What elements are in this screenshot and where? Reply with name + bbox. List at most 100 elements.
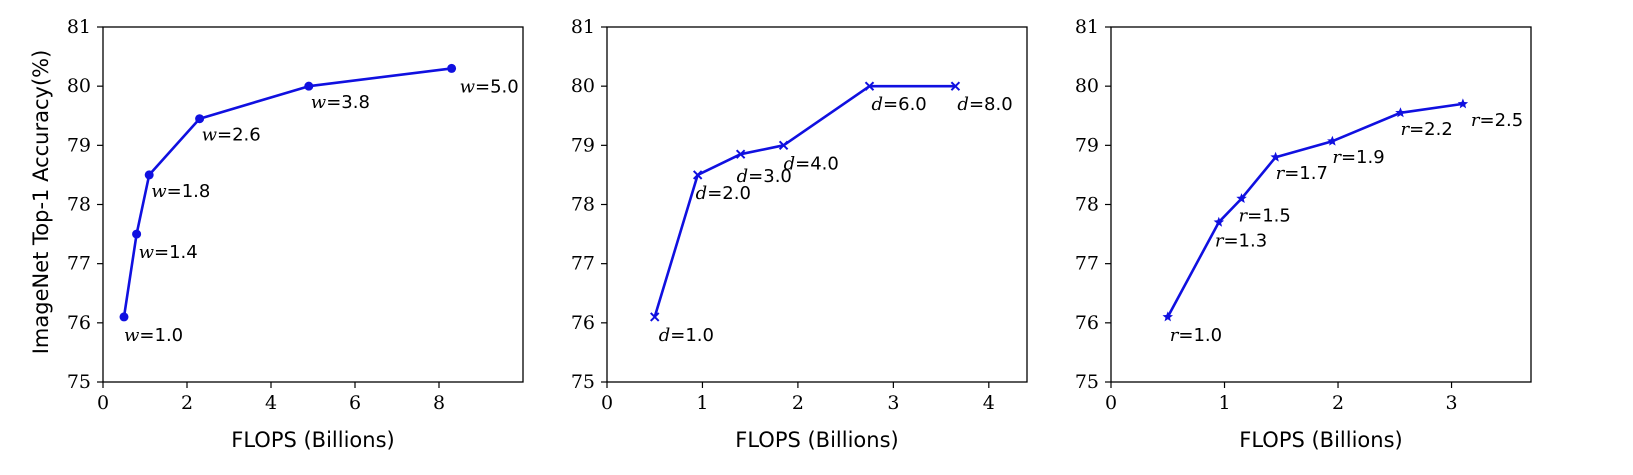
x-axis-title: FLOPS (Billions) — [735, 428, 898, 452]
point-label-value: =1.3 — [1223, 230, 1267, 251]
x-tick-label: 1 — [1218, 392, 1230, 414]
x-tick-label: 2 — [792, 392, 804, 414]
x-tick-label: 4 — [983, 392, 995, 414]
point-label-variable: w — [139, 242, 155, 263]
data-point-label: w=2.6 — [202, 125, 261, 146]
point-label-variable: w — [151, 181, 167, 202]
data-point-label: d=3.0 — [737, 166, 792, 187]
y-tick-label: 75 — [1075, 371, 1099, 393]
y-tick-label: 80 — [571, 75, 595, 97]
data-point-marker — [650, 312, 660, 322]
data-point-marker — [1457, 98, 1469, 109]
x-tick-label: 6 — [349, 392, 361, 414]
point-label-variable: w — [202, 125, 218, 146]
data-point-marker — [692, 170, 703, 180]
x-tick-label: 0 — [97, 392, 109, 414]
y-tick-label: 78 — [1075, 194, 1099, 216]
point-label-variable: r — [1276, 163, 1286, 184]
y-tick-label: 81 — [1075, 16, 1099, 38]
data-point-marker — [132, 229, 142, 239]
data-point-label: r=1.7 — [1276, 163, 1328, 184]
data-point-marker — [144, 170, 154, 180]
series-line — [653, 84, 956, 318]
data-point-label: w=5.0 — [460, 76, 519, 97]
point-label-variable: d — [737, 166, 749, 187]
point-label-variable: r — [1215, 230, 1225, 251]
data-point-marker — [195, 114, 205, 124]
data-point-marker — [1213, 216, 1225, 227]
data-point-label: w=1.0 — [124, 325, 183, 346]
y-tick-label: 79 — [67, 134, 91, 156]
point-label-variable: r — [1239, 206, 1249, 227]
x-tick-label: 3 — [1445, 392, 1457, 414]
data-point-label: w=1.4 — [139, 242, 198, 263]
point-label-value: =1.7 — [1284, 163, 1328, 184]
data-point-marker — [1162, 311, 1173, 322]
point-label-variable: r — [1332, 147, 1342, 168]
point-label-value: =5.0 — [475, 76, 519, 97]
point-label-value: =3.8 — [326, 92, 370, 113]
y-tick-label: 76 — [571, 312, 595, 334]
y-tick-label: 81 — [67, 16, 91, 38]
y-tick-label: 77 — [67, 253, 91, 275]
y-tick-label: 79 — [571, 134, 595, 156]
x-tick-label: 8 — [433, 392, 445, 414]
data-point-marker — [950, 81, 961, 91]
y-tick-label: 76 — [67, 312, 91, 334]
y-tick-label: 76 — [1075, 312, 1099, 334]
point-label-variable: d — [872, 94, 884, 115]
data-point-marker — [1270, 151, 1281, 162]
x-tick-label: 0 — [1105, 392, 1117, 414]
point-label-value: =6.0 — [883, 94, 927, 115]
point-label-variable: w — [124, 325, 140, 346]
x-tick-label: 3 — [887, 392, 899, 414]
data-point-marker — [1395, 107, 1406, 118]
x-tick-label: 2 — [181, 392, 193, 414]
point-label-variable: d — [784, 153, 796, 174]
y-tick-label: 79 — [1075, 134, 1099, 156]
y-tick-label: 77 — [1075, 253, 1099, 275]
point-label-value: =1.4 — [154, 242, 198, 263]
data-point-label: r=2.5 — [1471, 110, 1523, 131]
point-label-value: =8.0 — [969, 94, 1013, 115]
point-label-variable: w — [460, 76, 476, 97]
x-tick-label: 2 — [1332, 392, 1344, 414]
point-label-variable: r — [1471, 110, 1481, 131]
point-label-value: =2.5 — [1480, 110, 1524, 131]
x-axis-title: FLOPS (Billions) — [231, 428, 394, 452]
point-label-variable: w — [311, 92, 327, 113]
y-tick-label: 80 — [67, 75, 91, 97]
data-point-label: r=1.5 — [1239, 206, 1291, 227]
data-point-marker — [447, 63, 457, 73]
point-label-value: =2.6 — [217, 125, 261, 146]
data-point-label: r=1.3 — [1215, 230, 1267, 251]
y-tick-label: 80 — [1075, 75, 1099, 97]
point-label-value: =1.5 — [1247, 206, 1291, 227]
x-tick-label: 1 — [696, 392, 708, 414]
data-point-label: w=3.8 — [311, 92, 370, 113]
data-point-label: w=1.8 — [151, 181, 210, 202]
y-tick-label: 81 — [571, 16, 595, 38]
point-label-value: =1.9 — [1341, 147, 1385, 168]
point-label-value: =3.0 — [748, 166, 792, 187]
point-label-value: =1.0 — [1178, 325, 1222, 346]
point-label-variable: r — [1400, 119, 1410, 140]
point-label-value: =4.0 — [795, 153, 839, 174]
point-label-variable: d — [659, 325, 671, 346]
data-point-marker — [778, 140, 789, 151]
data-point-label: r=2.2 — [1400, 119, 1452, 140]
data-point-marker — [864, 81, 875, 91]
data-point-label: d=4.0 — [784, 153, 839, 174]
data-point-label: d=1.0 — [659, 325, 714, 346]
y-tick-label: 78 — [571, 194, 595, 216]
data-point-marker — [1236, 193, 1247, 203]
y-axis-title: ImageNet Top-1 Accuracy(%) — [29, 50, 53, 355]
point-label-variable: d — [957, 94, 969, 115]
data-point-marker — [735, 149, 746, 159]
point-label-value: =1.0 — [670, 325, 714, 346]
data-point-label: d=8.0 — [957, 94, 1012, 115]
x-tick-label: 0 — [601, 392, 613, 414]
